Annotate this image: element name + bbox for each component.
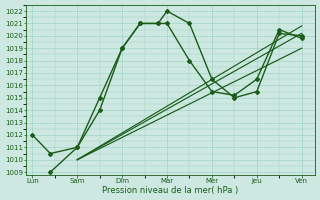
X-axis label: Pression niveau de la mer( hPa ): Pression niveau de la mer( hPa ) bbox=[102, 186, 238, 195]
